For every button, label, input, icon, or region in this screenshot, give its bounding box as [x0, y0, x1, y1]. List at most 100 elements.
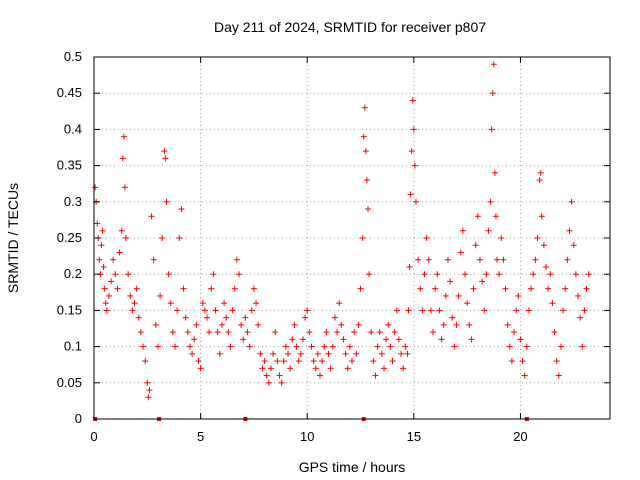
data-point: [405, 307, 412, 314]
chart-title: Day 211 of 2024, SRMTID for receiver p80…: [214, 19, 486, 35]
data-point: [457, 249, 464, 256]
data-point: [451, 343, 458, 350]
data-point: [455, 292, 462, 299]
data-point: [127, 292, 134, 299]
data-point: [212, 307, 219, 314]
data-point: [557, 343, 564, 350]
data-point: [481, 307, 488, 314]
data-point: [436, 307, 443, 314]
data-point: [387, 343, 394, 350]
data-point: [112, 271, 119, 278]
data-point: [400, 365, 407, 372]
data-point: [361, 104, 368, 111]
data-point: [289, 336, 296, 343]
data-point: [508, 358, 515, 365]
data-point: [195, 358, 202, 365]
data-point: [272, 329, 279, 336]
data-point: [257, 350, 264, 357]
data-point: [374, 343, 381, 350]
data-point: [321, 343, 328, 350]
data-point: [145, 394, 152, 401]
data-point: [364, 206, 371, 213]
data-point: [152, 321, 159, 328]
data-point: [214, 329, 221, 336]
data-point: [276, 372, 283, 379]
data-point: [299, 336, 306, 343]
data-point: [312, 365, 319, 372]
y-tick-label: 0.05: [57, 375, 82, 390]
data-point: [551, 329, 558, 336]
data-point: [568, 198, 575, 205]
data-point: [389, 358, 396, 365]
data-point: [579, 343, 586, 350]
data-point: [92, 184, 99, 191]
data-point: [244, 329, 251, 336]
data-point: [490, 61, 497, 68]
data-point: [438, 336, 445, 343]
data-point: [331, 314, 338, 321]
data-point: [242, 314, 249, 321]
data-point: [412, 198, 419, 205]
data-point: [583, 285, 590, 292]
data-point: [197, 365, 204, 372]
data-point: [562, 285, 569, 292]
data-point: [543, 263, 550, 270]
data-point: [496, 271, 503, 278]
data-point: [162, 155, 169, 162]
data-point: [182, 314, 189, 321]
data-point: [411, 162, 418, 169]
data-point: [572, 271, 579, 278]
data-point: [506, 343, 513, 350]
data-point: [304, 307, 311, 314]
data-point: [491, 169, 498, 176]
data-point: [99, 227, 106, 234]
data-point: [538, 213, 545, 220]
data-point: [278, 379, 285, 386]
data-point: [270, 350, 277, 357]
data-point: [391, 329, 398, 336]
data-point: [540, 242, 547, 249]
data-point: [174, 307, 181, 314]
data-point: [504, 321, 511, 328]
data-point: [366, 271, 373, 278]
data-point: [498, 235, 505, 241]
data-point: [536, 177, 543, 184]
data-point: [368, 329, 375, 336]
data-point: [199, 300, 206, 307]
data-point: [419, 307, 426, 314]
data-points: [92, 61, 592, 421]
data-point: [240, 336, 247, 343]
y-tick-label: 0.45: [57, 85, 82, 100]
data-point: [167, 300, 174, 307]
data-point: [357, 285, 364, 292]
data-point: [489, 90, 496, 97]
y-tick-labels: 0 0.05 0.1 0.15 0.2 0.25 0.3 0.35 0.4 0.45 0.5: [57, 49, 82, 426]
data-point: [492, 213, 499, 220]
x-tick-label: 0: [90, 429, 97, 444]
data-point: [193, 321, 200, 328]
data-point: [206, 329, 213, 336]
data-point: [398, 350, 405, 357]
data-point: [238, 321, 245, 328]
data-point: [218, 321, 225, 328]
data-point: [372, 372, 379, 379]
data-point: [517, 336, 524, 343]
data-point: [165, 271, 172, 278]
data-point: [122, 235, 129, 241]
data-point: [338, 321, 345, 328]
data-point: [108, 278, 115, 285]
data-point: [434, 271, 441, 278]
data-point: [172, 343, 179, 350]
data-point: [493, 256, 500, 263]
data-point: [346, 343, 353, 350]
data-point: [521, 372, 528, 379]
data-point: [360, 133, 367, 140]
data-point: [189, 350, 196, 357]
data-point: [464, 300, 471, 307]
data-point: [474, 213, 481, 220]
data-point: [148, 213, 155, 220]
data-point: [511, 329, 518, 336]
data-point: [144, 379, 151, 386]
data-point: [157, 292, 164, 299]
data-point: [282, 343, 289, 350]
